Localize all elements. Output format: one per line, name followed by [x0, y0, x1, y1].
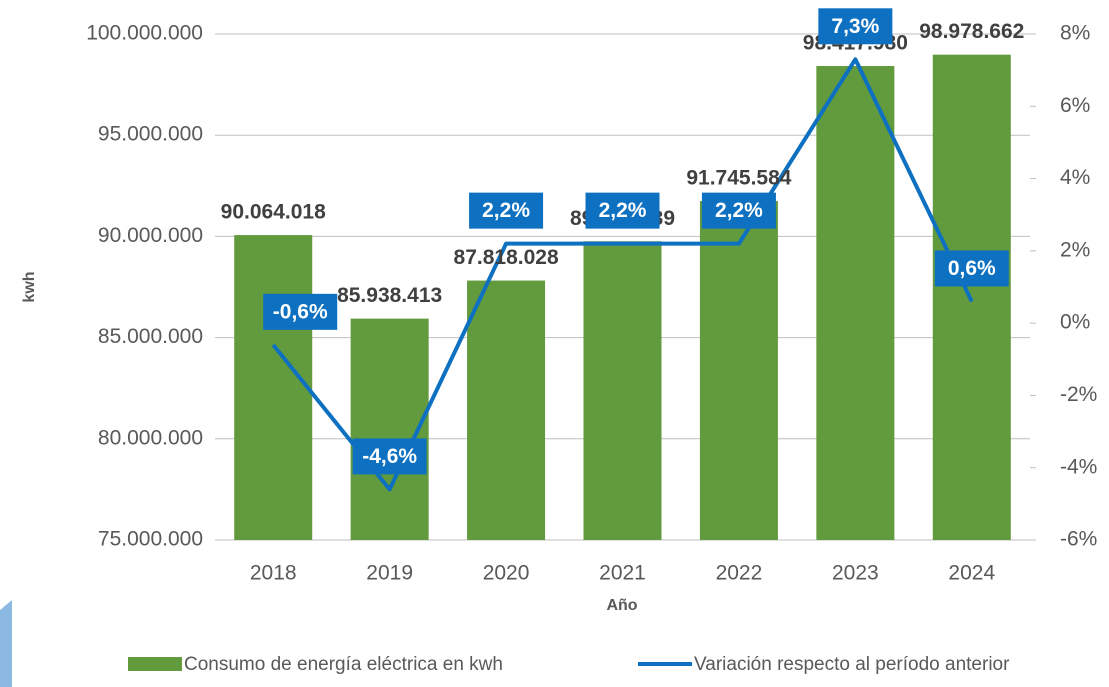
y-tick-label: 100.000.000	[86, 22, 203, 45]
y-tick-label: 75.000.000	[98, 528, 203, 551]
data-label-box	[469, 192, 544, 229]
data-label: -4,6%	[362, 445, 417, 468]
bar	[350, 318, 429, 540]
y2-tick-label: 8%	[1060, 22, 1090, 45]
data-label-box	[701, 192, 776, 229]
data-label-box	[263, 293, 338, 330]
data-label-box	[352, 438, 427, 475]
x-tick-label: 2022	[716, 562, 763, 585]
line	[271, 57, 974, 492]
x-tick-label: 2023	[832, 562, 879, 585]
bar	[467, 280, 546, 540]
data-label: -0,6%	[273, 300, 328, 323]
x-tick-label: 2021	[599, 562, 646, 585]
legend-label: Variación respecto al período anterior	[694, 654, 1010, 675]
bar	[234, 235, 313, 540]
data-label: 85.938.413	[337, 284, 442, 307]
decoration	[0, 600, 12, 687]
data-label-box	[818, 8, 893, 45]
data-label: 7,3%	[831, 15, 879, 38]
data-label: 91.745.584	[686, 167, 791, 190]
x-tick-label: 2020	[483, 562, 530, 585]
data-label: 90.064.018	[221, 201, 326, 224]
x-axis-title: Año	[606, 597, 637, 614]
bar	[816, 66, 895, 541]
y2-tick-label: 2%	[1060, 238, 1090, 261]
x-tick-label: 2024	[948, 562, 995, 585]
data-label: 2,2%	[715, 199, 763, 222]
data-label: 98.978.662	[919, 20, 1024, 43]
y2-tick-label: -2%	[1060, 383, 1097, 406]
legend-label: Consumo de energía eléctrica en kwh	[184, 654, 503, 675]
bar	[583, 241, 662, 540]
x-tick-label: 2019	[366, 562, 413, 585]
y2-tick-label: -6%	[1060, 528, 1097, 551]
data-label: 2,2%	[482, 199, 530, 222]
y-tick-label: 90.000.000	[98, 224, 203, 247]
data-label: 0,6%	[948, 257, 996, 280]
y-axis-title: kwh	[21, 271, 38, 302]
bar	[699, 201, 778, 540]
y-tick-label: 95.000.000	[98, 123, 203, 146]
x-tick-label: 2018	[250, 562, 297, 585]
y-tick-label: 85.000.000	[98, 325, 203, 348]
y2-tick-label: -4%	[1060, 455, 1097, 478]
data-label: 2,2%	[599, 199, 647, 222]
y2-tick-label: 4%	[1060, 166, 1090, 189]
y-tick-label: 80.000.000	[98, 426, 203, 449]
y2-tick-label: 6%	[1060, 94, 1090, 117]
data-label-box	[585, 192, 660, 229]
y2-tick-label: 0%	[1060, 311, 1090, 334]
data-label-box	[934, 250, 1009, 287]
legend-swatch	[128, 657, 182, 671]
data-label: 87.818.028	[454, 246, 559, 269]
